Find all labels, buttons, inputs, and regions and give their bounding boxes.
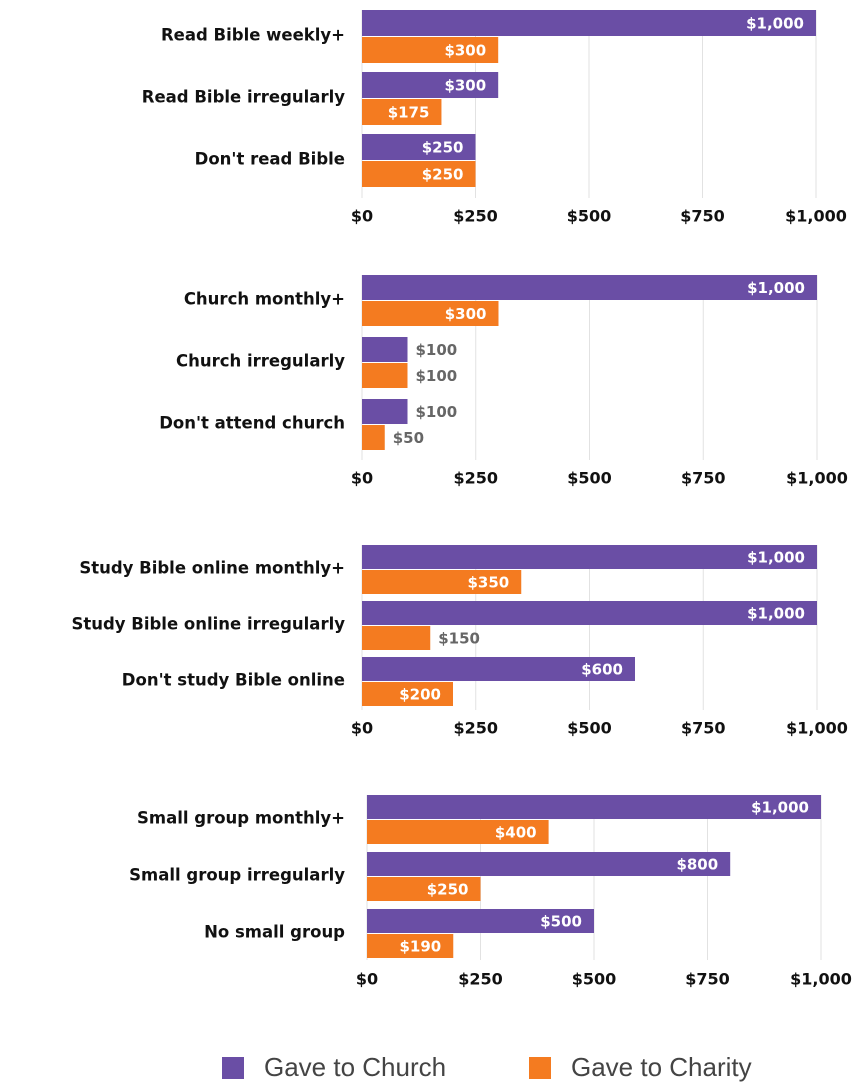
value-label: $800 [676, 856, 718, 874]
category-label: No small group [204, 923, 345, 942]
value-label: $150 [438, 630, 480, 648]
x-tick-label: $500 [567, 469, 612, 488]
category-label: Small group irregularly [129, 866, 345, 885]
value-label: $500 [540, 913, 582, 931]
category-label: Study Bible online irregularly [71, 615, 345, 634]
value-label: $190 [400, 938, 442, 956]
value-label: $400 [495, 824, 537, 842]
category-label: Read Bible irregularly [142, 88, 345, 107]
value-label: $300 [444, 42, 486, 60]
bar [362, 10, 816, 36]
value-label: $250 [422, 166, 464, 184]
value-label: $1,000 [747, 279, 805, 297]
x-tick-label: $750 [681, 719, 726, 738]
bar [367, 934, 454, 958]
category-label: Read Bible weekly+ [161, 26, 345, 45]
legend-swatch [222, 1057, 244, 1079]
x-tick-label: $750 [681, 469, 726, 488]
value-label: $100 [416, 341, 458, 359]
bar [367, 795, 821, 819]
x-tick-label: $1,000 [790, 970, 852, 989]
category-label: Don't attend church [159, 414, 345, 433]
x-tick-label: $500 [567, 719, 612, 738]
x-tick-label: $0 [351, 719, 373, 738]
value-label: $350 [468, 574, 510, 592]
category-label: Don't read Bible [195, 150, 345, 169]
x-tick-label: $750 [685, 970, 730, 989]
x-tick-label: $0 [356, 970, 378, 989]
bar [367, 877, 481, 901]
bar [362, 425, 385, 450]
bar [362, 682, 453, 706]
x-tick-label: $1,000 [785, 207, 847, 226]
bar [362, 99, 442, 125]
bar [367, 909, 594, 933]
value-label: $50 [393, 429, 424, 447]
value-label: $1,000 [751, 799, 809, 817]
value-label: $1,000 [746, 15, 804, 33]
bar [362, 363, 408, 388]
legend-label: Gave to Charity [571, 1052, 752, 1082]
x-tick-label: $250 [453, 719, 498, 738]
value-label: $600 [581, 661, 623, 679]
bar [362, 301, 499, 326]
value-label: $300 [444, 77, 486, 95]
bar [362, 134, 476, 160]
x-tick-label: $750 [680, 207, 725, 226]
bar [362, 337, 408, 362]
bar [362, 601, 817, 625]
category-label: Don't study Bible online [122, 671, 345, 690]
value-label: $1,000 [747, 605, 805, 623]
category-label: Study Bible online monthly+ [79, 559, 345, 578]
value-label: $250 [422, 139, 464, 157]
bar [362, 626, 431, 650]
legend-label: Gave to Church [264, 1052, 446, 1082]
bar [362, 161, 476, 187]
value-label: $175 [388, 104, 430, 122]
bar [362, 37, 499, 63]
bar [367, 852, 731, 876]
value-label: $200 [399, 686, 441, 704]
x-tick-label: $0 [351, 469, 373, 488]
value-label: $100 [416, 367, 458, 385]
x-tick-label: $250 [453, 469, 498, 488]
x-tick-label: $1,000 [786, 469, 848, 488]
bar [362, 545, 817, 569]
legend-swatch [529, 1057, 551, 1079]
bar [362, 657, 635, 681]
x-tick-label: $1,000 [786, 719, 848, 738]
value-label: $100 [416, 403, 458, 421]
bar [367, 820, 549, 844]
bar [362, 72, 499, 98]
bar [362, 275, 817, 300]
x-tick-label: $500 [572, 970, 617, 989]
bar [362, 399, 408, 424]
x-tick-label: $250 [458, 970, 503, 989]
category-label: Church monthly+ [184, 290, 345, 309]
value-label: $250 [427, 881, 469, 899]
value-label: $300 [445, 305, 487, 323]
x-tick-label: $500 [567, 207, 612, 226]
category-label: Church irregularly [176, 352, 345, 371]
x-tick-label: $0 [351, 207, 373, 226]
value-label: $1,000 [747, 549, 805, 567]
bar [362, 570, 522, 594]
x-tick-label: $250 [453, 207, 498, 226]
category-label: Small group monthly+ [137, 809, 345, 828]
